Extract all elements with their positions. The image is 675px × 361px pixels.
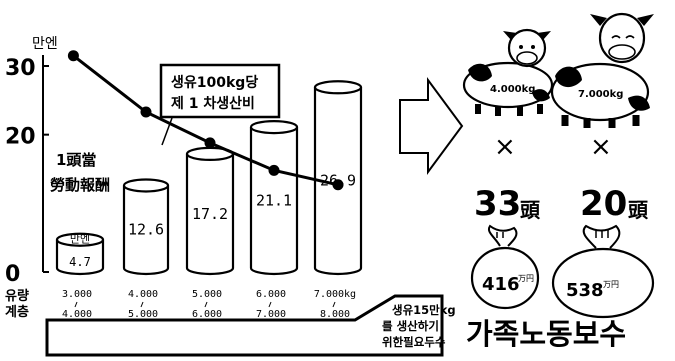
x-tick-dash-1 <box>140 301 144 308</box>
y-tick-label-0: 0 <box>5 262 20 287</box>
bar-top-3 <box>249 120 299 135</box>
line-point-1 <box>140 106 152 118</box>
bag1-value: 416 <box>482 274 520 295</box>
x-tick-dash-0 <box>74 301 78 308</box>
x-tick-dash-2 <box>204 301 208 308</box>
arrow-shape <box>399 76 464 176</box>
y-tick-labels: 0 20 30 <box>5 56 49 287</box>
line-series-label-2: 제 1 차생산비 <box>171 95 255 112</box>
line-point-3 <box>268 164 280 176</box>
y-axis-unit: 만엔 <box>32 36 58 52</box>
x-tick-label-row2-1: 5.000 <box>128 309 158 320</box>
bar-0 <box>55 232 105 276</box>
cow-illustration-2: 7.000kg <box>550 12 654 128</box>
bar-value-label-3: 21.1 <box>256 192 292 210</box>
bar-body-1 <box>122 185 170 276</box>
bar-body-2 <box>185 153 235 276</box>
bar-series-label-1: 1頭當 <box>56 151 96 169</box>
x-tick-label-row2-4: 8.000 <box>320 309 350 320</box>
x-tick-label-row2-0: 4.000 <box>62 309 92 320</box>
line-point-2 <box>204 137 216 149</box>
x-tick-label-row1-4: 7.000kg <box>314 289 356 300</box>
footer-bracket: 생유15만kg 를 생산하기 위한필요두수 <box>45 294 456 357</box>
x-tick-label-row1-0: 3.000 <box>62 289 92 300</box>
multiply-sign-2: × <box>590 132 612 162</box>
footer-note-3: 위한필요두수 <box>382 335 446 349</box>
y-tick-label-1: 20 <box>5 125 36 150</box>
x-tick-dash-4 <box>332 301 336 308</box>
line-series-callout: 생유100kg당 제 1 차생산비 <box>159 63 281 146</box>
cow1-count-unit: 頭 <box>520 198 541 222</box>
bar-2 <box>185 146 235 276</box>
cow2-weight: 7.000kg <box>578 89 623 100</box>
x-label-row1: 유량 <box>5 289 29 304</box>
bar-top-1 <box>122 178 170 193</box>
caption: 가족노동보수 <box>466 317 626 351</box>
footer-note-1: 생유15만kg <box>392 303 456 317</box>
money-bag-1: 416 万円 <box>470 224 540 310</box>
money-bag-2: 538 万円 <box>551 224 655 319</box>
y-tick-label-2: 30 <box>5 56 36 81</box>
line-point-0 <box>67 50 79 62</box>
footer-note-2: 를 생산하기 <box>382 319 439 333</box>
bag1-unit: 万円 <box>518 274 534 283</box>
x-tick-label-row1-3: 6.000 <box>256 289 286 300</box>
x-tick-labels: 3.000 4.000 5.000 6.000 7.000kg 4.000 5.000 6.0… <box>62 289 356 320</box>
bar-top-0 <box>55 232 105 247</box>
cow1-weight: 4.000kg <box>490 84 535 95</box>
x-tick-dash-3 <box>268 301 272 308</box>
bag2-value: 538 <box>566 280 604 301</box>
cow2-count-unit: 頭 <box>628 198 649 222</box>
bar-series-label-2: 勞動報酬 <box>50 176 110 194</box>
line-series-label-1: 생유100kg당 <box>171 74 258 91</box>
bar-body-0 <box>55 239 105 276</box>
bar-value-label-0: 4.7 <box>69 255 91 269</box>
multiply-sign-1: × <box>494 132 516 162</box>
x-tick-label-row2-3: 7.000 <box>256 309 286 320</box>
bar-1 <box>122 178 170 276</box>
cow-illustration-1: 4.000kg <box>462 28 554 116</box>
x-tick-label-row1-2: 5.000 <box>192 289 222 300</box>
x-tick-label-row2-2: 6.000 <box>192 309 222 320</box>
bar-series-callout: 1頭當 勞動報酬 <box>50 151 110 194</box>
x-label-row2: 계층 <box>5 304 29 320</box>
bag2-unit: 万円 <box>603 280 619 289</box>
x-tick-label-row1-1: 4.000 <box>128 289 158 300</box>
bar-top-4 <box>313 80 363 95</box>
cow2-count-number: 20 <box>580 184 627 224</box>
bar-unit-label-0: 만엔 <box>70 233 90 246</box>
bar-value-label-2: 17.2 <box>192 205 228 223</box>
cow1-count-number: 33 <box>474 184 521 224</box>
line-series <box>67 50 344 191</box>
line-point-4 <box>332 179 344 191</box>
bar-value-label-1: 12.6 <box>128 221 164 239</box>
